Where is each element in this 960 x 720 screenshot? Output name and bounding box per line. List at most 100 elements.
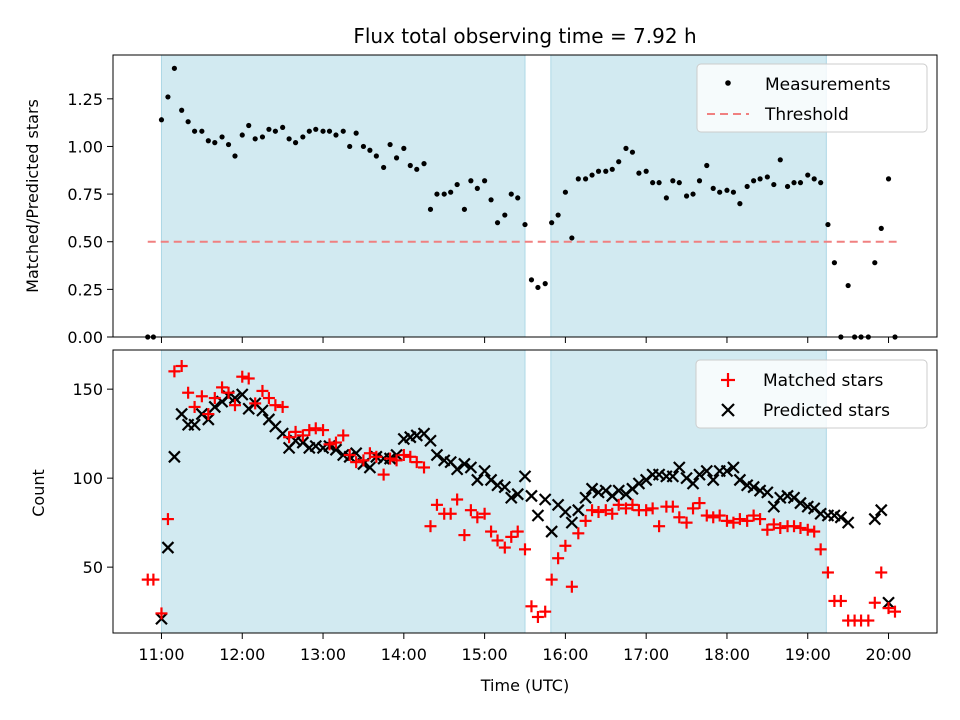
matched-star-point [640,504,653,517]
matched-star-point [572,527,585,540]
matched-star-point [478,507,491,520]
measurement-point [777,157,783,163]
measurement-point [717,189,723,195]
top-legend-box [696,63,928,133]
top-panel: Flux total observing time = 7.92 h 0.000… [23,24,938,347]
predicted-star-point [525,489,538,503]
matched-star-point [700,509,713,522]
predicted-star-stroke [296,436,310,449]
matched-star-point [754,513,767,526]
predicted-star-point [450,462,464,476]
measurement-point [468,178,474,184]
measurement-point [171,65,177,71]
matched-star-point [404,450,417,463]
matched-star-point [182,386,195,399]
predicted-star-stroke [652,468,666,481]
predicted-star-stroke [498,480,512,494]
measurement-point [232,153,238,159]
predicted-star-point [188,418,201,432]
predicted-star-stroke [572,503,585,517]
predicted-star-stroke [551,498,565,512]
measurement-point [219,134,225,140]
measurement-point [629,149,636,155]
predicted-star-stroke [430,448,444,462]
predicted-star-point [727,461,740,474]
matched-star-point [801,523,814,536]
predicted-star-point [720,464,734,478]
matched-star-point [329,436,342,449]
predicted-star-point [518,470,532,483]
matched-star-point [687,502,700,515]
matched-star-point [579,514,592,527]
top-panel-x-ticks [160,337,890,343]
measurement-point [569,235,575,241]
matched-star-point [888,605,901,618]
predicted-star-stroke [437,454,451,467]
predicted-star-stroke [531,509,545,522]
predicted-star-point [652,468,666,481]
matched-star-point [377,468,390,481]
predicted-star-stroke [228,391,242,405]
matched-star-point [384,452,397,465]
matched-star-point [599,504,612,517]
predicted-star-point [256,404,269,417]
matched-star-point [363,447,376,460]
measurement-point [676,180,682,186]
predicted-star-stroke [720,464,734,478]
predicted-star-stroke [706,473,720,487]
predicted-star-point [168,450,181,464]
x-tick-label: 14:00 [381,645,427,664]
matched-star-point [357,454,370,467]
measurement-point [246,122,252,129]
predicted-star-point [538,493,552,506]
bottom-panel-frame [112,349,938,634]
predicted-star-point [592,486,605,499]
bottom-panel-x-ticks: 11:00 12:00 13:00 14:00 15:00 16:00 17:00 18:00… [138,633,912,664]
measurement-point [751,178,757,184]
predicted-star-point [410,429,424,442]
x-tick-label: 17:00 [623,645,669,664]
predicted-star-stroke [747,480,760,494]
matched-star-point [228,399,241,412]
top-panel-y-ticks: 0.00 0.25 0.50 0.75 1.00 1.25 [67,90,113,347]
measurement-point [239,132,245,138]
predicted-star-stroke [753,484,767,497]
measurement-point [757,176,763,182]
matched-star-point [269,399,282,412]
measurement-point [306,128,312,134]
matched-star-point [491,534,504,547]
measurement-point [313,126,319,132]
matched-star-point [236,370,249,383]
measurement-point [474,185,480,191]
measurement-point [522,221,528,228]
matched-star-point [834,594,847,607]
predicted-star-point [491,478,504,492]
matched-star-point [485,525,498,538]
measurement-point [791,180,797,186]
predicted-star-stroke [329,443,343,456]
measurement-point [272,128,278,134]
measurement-point [549,220,555,226]
measurement-point [683,193,690,199]
legend-measurements-marker [725,80,731,86]
matched-star-point [606,507,619,520]
matched-star-point [309,422,322,435]
predicted-star-stroke [761,486,774,499]
matched-star-point [511,525,524,538]
predicted-star-point [504,491,518,505]
bottom-legend: Matched stars Predicted stars [695,359,928,429]
matched-star-point [283,431,296,444]
predicted-star-stroke [727,461,740,474]
predicted-star-stroke [262,413,276,426]
predicted-star-stroke [471,473,484,487]
measurement-points [145,65,898,340]
predicted-star-stroke [693,468,706,481]
x-tick-label: 19:00 [785,645,831,664]
predicted-star-stroke [175,407,188,421]
matched-star-point [350,456,363,469]
predicted-star-stroke [565,516,579,529]
measurement-point [353,130,359,136]
matched-star-point [168,365,181,378]
matched-star-point [262,392,275,405]
